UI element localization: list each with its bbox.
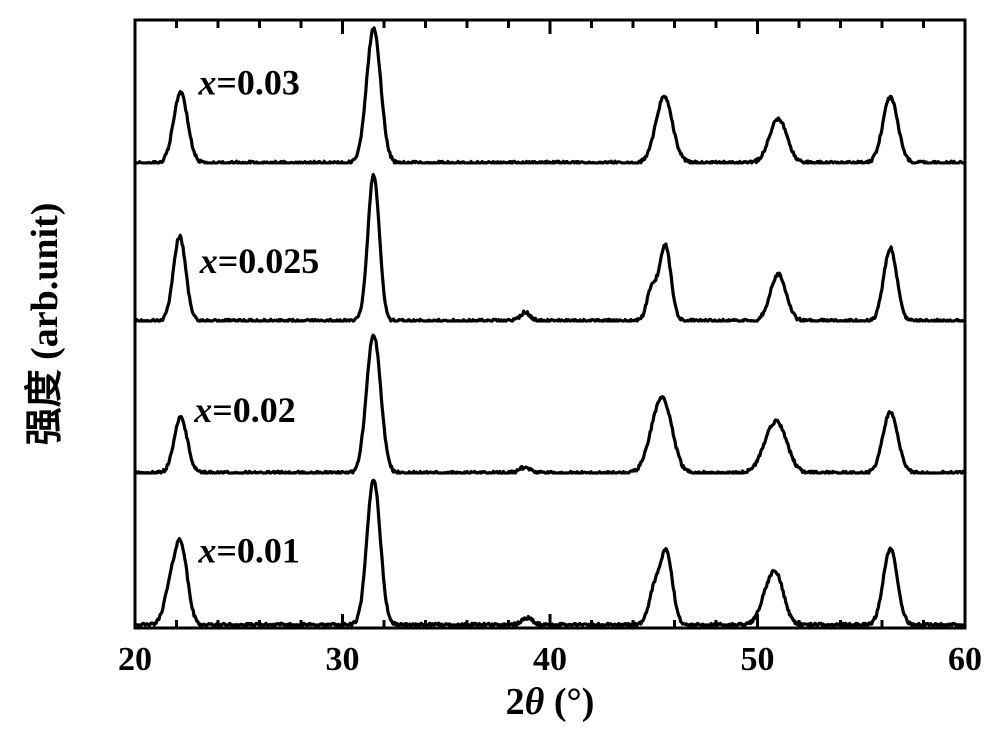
x-axis-label: 2θ (°) — [506, 681, 595, 723]
series-label: x=0.03 — [197, 62, 300, 102]
x-tick-label: 40 — [533, 641, 567, 678]
x-tick-label: 20 — [118, 641, 152, 678]
series-label: x=0.02 — [193, 390, 296, 430]
x-tick-label: 50 — [741, 641, 775, 678]
y-axis-label: 强度 (arb.unit) — [24, 203, 66, 446]
series-label: x=0.025 — [199, 241, 320, 281]
chart-svg: 20 30 40 50 60 2θ (°) 强度 (arb.unit) x=0.01 x=0.0… — [0, 0, 1000, 734]
x-tick-label: 30 — [326, 641, 360, 678]
series-label: x=0.01 — [197, 530, 300, 570]
x-tick-label: 60 — [948, 641, 982, 678]
xrd-stacked-chart: 20 30 40 50 60 2θ (°) 强度 (arb.unit) x=0.01 x=0.0… — [0, 0, 1000, 734]
